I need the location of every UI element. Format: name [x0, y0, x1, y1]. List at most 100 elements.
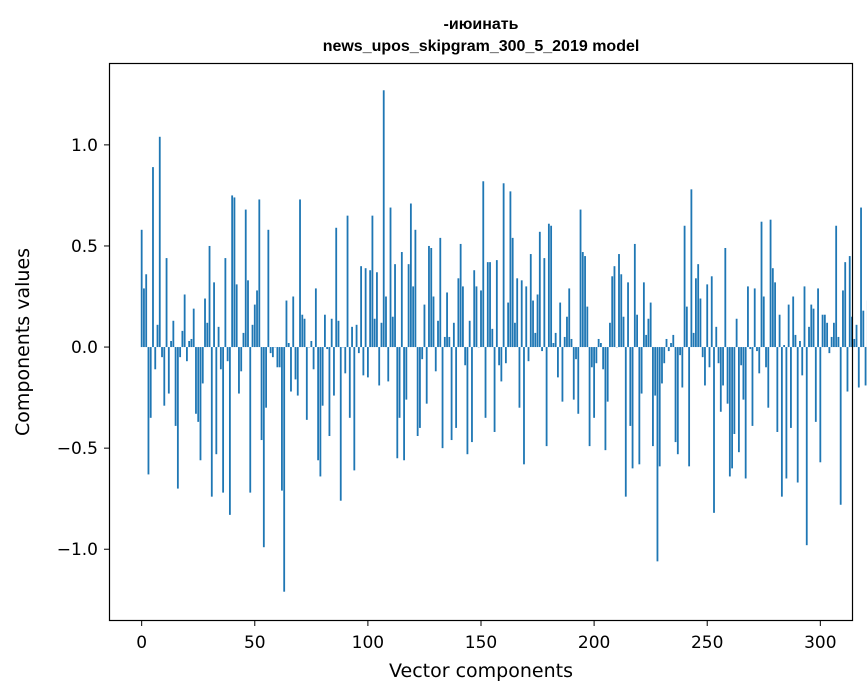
- bar-0: [140, 229, 143, 348]
- bar-151: [482, 181, 485, 348]
- bar-295: [808, 326, 810, 348]
- bar-67: [292, 296, 295, 348]
- bar-47: [247, 280, 249, 348]
- bar-117: [405, 347, 408, 400]
- bar-223: [645, 334, 648, 348]
- bar-229: [658, 347, 661, 467]
- bar-275: [762, 296, 765, 348]
- bar-98: [362, 347, 365, 376]
- bar-231: [663, 347, 666, 364]
- y-tick-label: −1.0: [57, 540, 98, 560]
- bar-247: [699, 298, 702, 348]
- bar-219: [636, 314, 638, 348]
- bar-209: [613, 266, 616, 348]
- bar-91: [346, 215, 349, 348]
- bar-105: [378, 347, 381, 386]
- bar-125: [423, 304, 426, 348]
- bar-31: [210, 347, 213, 497]
- bar-262: [733, 347, 736, 434]
- bar-215: [627, 282, 629, 348]
- bar-163: [509, 191, 512, 348]
- bar-30: [208, 245, 211, 348]
- bar-102: [371, 215, 374, 348]
- bar-220: [638, 347, 641, 465]
- bar-133: [441, 347, 444, 449]
- bar-186: [561, 347, 564, 402]
- bar-155: [491, 328, 494, 348]
- bar-266: [742, 347, 745, 400]
- bar-14: [172, 320, 175, 348]
- bar-46: [244, 209, 247, 348]
- bar-75: [310, 340, 313, 348]
- bar-183: [554, 332, 557, 348]
- bar-194: [579, 209, 582, 348]
- bar-71: [301, 314, 304, 348]
- bar-69: [296, 347, 299, 396]
- bar-301: [821, 314, 824, 348]
- bar-302: [823, 314, 826, 348]
- bar-298: [814, 347, 817, 422]
- bar-218: [633, 243, 636, 348]
- bar-190: [570, 338, 573, 348]
- bar-3: [147, 347, 150, 475]
- bar-137: [450, 347, 453, 441]
- bar-278: [769, 219, 772, 348]
- bar-156: [493, 347, 496, 432]
- bar-106: [380, 322, 383, 348]
- bar-185: [559, 302, 562, 348]
- bar-167: [518, 347, 521, 408]
- bar-121: [414, 229, 417, 348]
- bar-110: [389, 207, 392, 348]
- bar-9: [161, 347, 163, 358]
- bar-188: [566, 316, 568, 348]
- bar-76: [312, 347, 315, 370]
- bar-242: [688, 347, 691, 467]
- bar-16: [176, 347, 179, 489]
- bar-292: [801, 347, 804, 376]
- bar-68: [294, 347, 297, 380]
- bar-108: [385, 296, 387, 348]
- x-tick-label: 150: [465, 633, 497, 653]
- bar-37: [224, 258, 227, 348]
- bar-56: [267, 229, 270, 348]
- bar-32: [213, 282, 215, 348]
- bar-146: [471, 347, 473, 443]
- bar-85: [333, 347, 335, 396]
- bar-208: [611, 276, 614, 348]
- bar-40: [231, 195, 234, 348]
- bar-120: [412, 286, 415, 348]
- bar-24: [195, 347, 197, 414]
- bar-15: [174, 347, 177, 426]
- bar-280: [774, 282, 776, 348]
- bar-26: [199, 347, 202, 461]
- bar-235: [672, 334, 675, 348]
- bar-142: [462, 286, 464, 348]
- bar-168: [520, 280, 523, 348]
- bar-42: [235, 284, 238, 348]
- bar-212: [620, 274, 623, 348]
- bar-130: [434, 347, 437, 372]
- bar-213: [622, 316, 625, 348]
- bar-50: [253, 304, 256, 348]
- bar-179: [545, 347, 548, 447]
- bar-39: [228, 347, 231, 515]
- bar-97: [360, 266, 363, 348]
- bar-244: [692, 332, 695, 348]
- bar-162: [507, 302, 510, 348]
- bar-171: [527, 347, 530, 362]
- bar-227: [654, 347, 657, 396]
- bar-196: [584, 256, 586, 348]
- bar-222: [642, 282, 645, 348]
- bar-265: [740, 347, 743, 366]
- bar-48: [249, 347, 252, 493]
- bar-174: [534, 332, 537, 348]
- bar-63: [283, 347, 286, 592]
- bar-283: [780, 347, 783, 497]
- bar-245: [695, 278, 697, 348]
- bar-86: [335, 227, 338, 348]
- bar-200: [593, 347, 596, 418]
- chart-title-model: news_upos_skipgram_300_5_2019 model: [323, 38, 640, 55]
- bar-241: [685, 306, 688, 348]
- y-tick-label: −0.5: [57, 439, 98, 459]
- bar-43: [238, 347, 240, 394]
